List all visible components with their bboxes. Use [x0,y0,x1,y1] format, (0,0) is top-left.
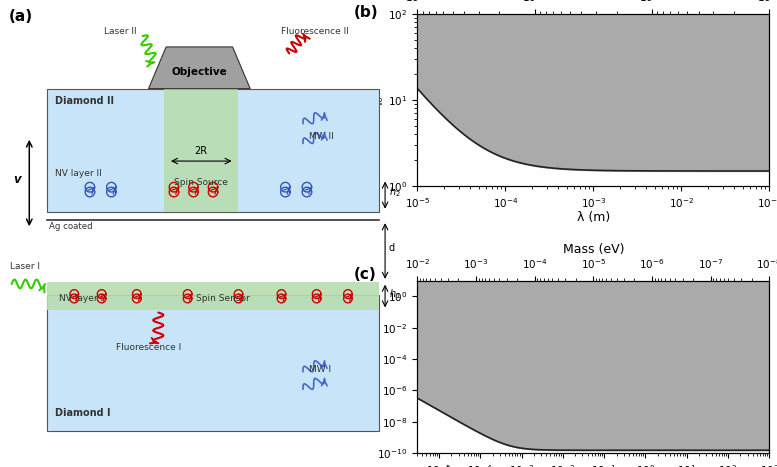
FancyBboxPatch shape [164,89,239,212]
FancyBboxPatch shape [47,295,379,431]
X-axis label: Mass (eV): Mass (eV) [563,243,624,256]
Text: Objective: Objective [172,67,227,77]
Text: NV layer II: NV layer II [54,170,102,178]
FancyBboxPatch shape [47,282,379,310]
Text: (b): (b) [354,6,378,21]
Text: 2R: 2R [195,147,208,156]
Y-axis label: f₄: f₄ [362,362,375,372]
Text: NV layer I: NV layer I [58,294,103,303]
Text: (a): (a) [9,8,33,24]
Text: v: v [14,173,21,186]
Text: Laser I: Laser I [10,262,40,270]
X-axis label: λ (m): λ (m) [577,211,610,224]
Text: Spin Source: Spin Source [174,178,228,187]
Text: (c): (c) [354,267,377,282]
Text: Fluorescence II: Fluorescence II [281,27,350,36]
Polygon shape [148,47,250,89]
Text: Laser II: Laser II [104,27,137,36]
Text: Ag coated: Ag coated [49,222,92,231]
Text: Diamond II: Diamond II [54,96,113,106]
Text: $h_1$: $h_1$ [389,287,401,300]
Text: MW I: MW I [308,365,331,374]
Text: Fluorescence I: Fluorescence I [116,343,181,352]
Text: Diamond I: Diamond I [54,408,110,417]
FancyBboxPatch shape [47,89,379,212]
Text: $h_2$: $h_2$ [389,185,401,199]
Text: Spin Sensor: Spin Sensor [196,294,249,303]
Text: d: d [389,243,395,253]
Text: MW II: MW II [308,132,333,141]
Y-axis label: f₀: f₀ [372,95,385,105]
